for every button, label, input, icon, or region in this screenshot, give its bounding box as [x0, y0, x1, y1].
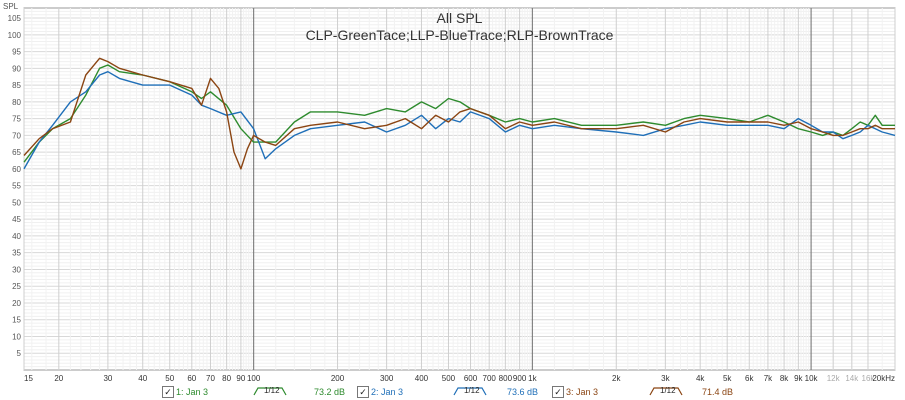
smoothing-icon-3[interactable] [648, 385, 684, 399]
y-axis-label: SPL [3, 2, 19, 11]
x-tick-label: 200 [331, 374, 345, 382]
y-tick-label: 90 [12, 64, 21, 73]
legend-checkbox-2[interactable]: ✓ [357, 386, 369, 398]
series-line-2 [23, 70, 896, 170]
series-line-3 [23, 57, 895, 170]
chart-title: All SPL [436, 10, 483, 26]
smoothing-label-2: 1/12 [464, 386, 480, 395]
smoothing-label-3: 1/12 [660, 386, 676, 395]
x-tick-label: 16k [862, 374, 876, 382]
y-tick-label: 80 [12, 98, 21, 107]
x-tick-label: 20kHz [872, 374, 895, 382]
x-tick-label: 8k [780, 374, 789, 382]
legend-checkbox-1[interactable]: ✓ [162, 386, 174, 398]
chart-area: 5 10 15 20 25 30 35 40 45 50 55 60 65 70 75 80 85 90 95 100… [3, 2, 896, 382]
y-tick-label: 10 [12, 332, 21, 341]
y-tick-label: 55 [12, 182, 21, 191]
y-tick-label: 70 [12, 131, 21, 140]
x-tick-label: 100 [247, 374, 261, 382]
x-tick-label: 800 [499, 374, 513, 382]
y-tick-label: 65 [12, 148, 21, 157]
x-tick-label: 7k [764, 374, 773, 382]
x-tick-label: 90 [236, 374, 245, 382]
x-tick-label: 3k [661, 374, 670, 382]
x-tick-label: 60 [187, 374, 196, 382]
x-tick-label: 80 [222, 374, 231, 382]
y-tick-label: 45 [12, 215, 21, 224]
legend-checkbox-3[interactable]: ✓ [552, 386, 564, 398]
y-tick-label: 60 [12, 165, 21, 174]
y-tick-label: 25 [12, 282, 21, 291]
legend-item-1: ✓ 1: Jan 3 1/12 73.2 dB [162, 384, 392, 400]
x-tick-label: 5k [723, 374, 732, 382]
y-tick-label: 35 [12, 249, 21, 258]
legend-name-1: 1: Jan 3 [176, 387, 209, 397]
x-tick-label: 10k [805, 374, 819, 382]
x-tick-label: 400 [415, 374, 429, 382]
x-tick-label: 40 [138, 374, 147, 382]
y-tick-label: 20 [12, 299, 21, 308]
y-tick-label: 5 [17, 349, 22, 358]
y-tick-label: 75 [12, 115, 21, 124]
legend-level-2: 73.6 dB [507, 387, 539, 397]
y-tick-label: 40 [12, 232, 21, 241]
x-tick-label: 14k [845, 374, 859, 382]
x-tick-label: 20 [54, 374, 63, 382]
x-tick-label: 2k [612, 374, 621, 382]
y-tick-label: 95 [12, 48, 21, 57]
y-tick-label: 30 [12, 265, 21, 274]
smoothing-icon-1[interactable] [252, 385, 288, 399]
x-tick-label: 12k [827, 374, 841, 382]
x-tick-label: 1k [528, 374, 537, 382]
legend-name-3: 3: Jan 3 [566, 387, 599, 397]
y-tick-label: 15 [12, 316, 21, 325]
legend-level-3: 71.4 dB [702, 387, 734, 397]
legend-item-3: ✓ 3: Jan 3 1/12 71.4 dB [552, 384, 772, 400]
y-tick-label: 100 [8, 31, 22, 40]
x-tick-label: 900 [513, 374, 527, 382]
x-tick-label: 50 [165, 374, 174, 382]
smoothing-icon-2[interactable] [452, 385, 488, 399]
x-tick-label: 30 [103, 374, 112, 382]
legend-level-1: 73.2 dB [314, 387, 346, 397]
x-tick-label: 15 [24, 374, 33, 382]
spl-chart: 5 10 15 20 25 30 35 40 45 50 55 60 65 70 75 80 85 90 95 100… [3, 2, 896, 382]
legend-item-2: ✓ 2: Jan 3 1/12 73.6 dB [357, 384, 587, 400]
x-tick-label: 6k [745, 374, 754, 382]
x-tick-label: 70 [206, 374, 215, 382]
smoothing-label-1: 1/12 [264, 386, 280, 395]
x-tick-label: 4k [696, 374, 705, 382]
x-tick-label: 600 [464, 374, 478, 382]
chart-subtitle: CLP-GreenTace;LLP-BlueTrace;RLP-BrownTra… [305, 27, 614, 43]
y-tick-label: 50 [12, 198, 21, 207]
x-tick-label: 500 [442, 374, 456, 382]
y-tick-label: 105 [8, 14, 22, 23]
x-tick-label: 9k [794, 374, 803, 382]
legend-bar: ✓ 1: Jan 3 1/12 73.2 dB ✓ 2: Jan 3 1/12 … [0, 384, 905, 400]
y-tick-label: 85 [12, 81, 21, 90]
legend-name-2: 2: Jan 3 [371, 387, 404, 397]
x-tick-label: 700 [483, 374, 497, 382]
x-tick-label: 300 [380, 374, 394, 382]
